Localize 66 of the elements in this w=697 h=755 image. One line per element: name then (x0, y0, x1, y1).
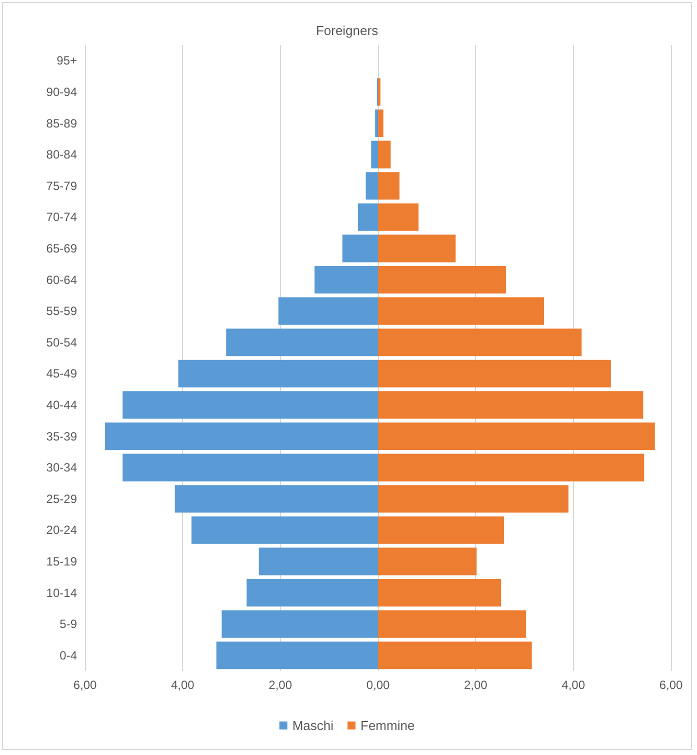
legend-label: Femmine (360, 718, 415, 733)
y-tick-label: 50-54 (46, 335, 78, 350)
bar (378, 297, 544, 325)
bar (226, 328, 378, 356)
bar (278, 297, 378, 325)
y-tick-label: 20-24 (46, 523, 78, 538)
bar (342, 234, 378, 262)
bar (366, 172, 378, 200)
bar (375, 109, 378, 138)
bar (378, 548, 477, 576)
y-tick-label: 90-94 (46, 84, 78, 99)
y-tick-label: 60-64 (46, 272, 78, 287)
bar (378, 328, 582, 356)
y-tick-label: 95+ (56, 54, 77, 68)
bar (174, 485, 378, 513)
bar (258, 548, 378, 576)
bar (378, 266, 506, 294)
bar (105, 422, 378, 450)
bar (216, 642, 378, 670)
bar (191, 516, 378, 544)
bar (178, 360, 378, 388)
y-tick-label: 85-89 (46, 116, 78, 130)
legend-label: Maschi (292, 718, 334, 733)
chart-title: Foreigners (316, 23, 379, 38)
bar (314, 266, 378, 294)
y-tick-label: 75-79 (46, 178, 78, 193)
bar (371, 140, 378, 168)
y-tick-label: 65-69 (46, 241, 78, 256)
bar (378, 140, 391, 168)
x-tick-label: 6,00 (73, 678, 97, 692)
bar (378, 642, 532, 670)
bar (378, 454, 644, 482)
bar (122, 454, 378, 482)
y-tick-label: 80-84 (46, 148, 78, 162)
y-tick-label: 35-39 (46, 429, 78, 444)
bar (378, 391, 644, 419)
y-tick-label: 0-4 (60, 648, 78, 662)
y-tick-label: 25-29 (46, 492, 78, 506)
bar (378, 109, 384, 138)
y-tick-label: 10-14 (46, 586, 78, 600)
x-tick-label: 0,00 (366, 678, 390, 692)
bar (378, 485, 568, 513)
bar (378, 360, 611, 388)
y-tick-label: 70-74 (46, 210, 78, 224)
y-tick-label: 5-9 (60, 617, 78, 632)
bar (222, 610, 378, 638)
bar (378, 234, 456, 262)
x-tick-label: 2,00 (268, 678, 292, 692)
x-tick-label: 2,00 (464, 678, 488, 692)
x-tick-label: 6,00 (659, 678, 683, 692)
bar (378, 578, 502, 607)
bar (378, 203, 419, 231)
y-tick-label: 30-34 (46, 460, 78, 475)
bar (122, 391, 378, 419)
bar (378, 610, 526, 638)
y-tick-label: 45-49 (46, 366, 78, 381)
y-tick-label: 55-59 (46, 304, 78, 318)
bar (378, 516, 504, 544)
bar (378, 422, 655, 450)
bar (358, 203, 378, 231)
x-tick-label: 4,00 (170, 678, 195, 692)
bar (246, 578, 378, 607)
y-tick-label: 15-19 (46, 554, 78, 568)
x-tick-label: 4,00 (562, 678, 586, 692)
y-tick-label: 40-44 (46, 398, 78, 412)
bar (378, 172, 400, 200)
